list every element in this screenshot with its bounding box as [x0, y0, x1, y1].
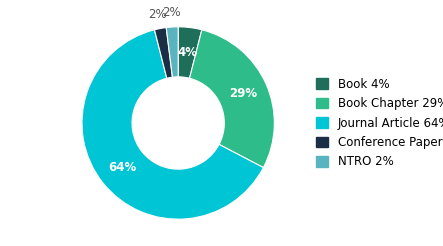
Legend: Book 4%, Book Chapter 29%, Journal Article 64%, Conference Paper 2%, NTRO 2%: Book 4%, Book Chapter 29%, Journal Artic… [316, 77, 443, 169]
Text: 4%: 4% [177, 46, 197, 59]
Wedge shape [178, 27, 202, 78]
Wedge shape [82, 30, 264, 219]
Text: 2%: 2% [148, 8, 167, 21]
Wedge shape [155, 28, 172, 78]
Wedge shape [190, 30, 274, 168]
Wedge shape [166, 27, 178, 77]
Text: 29%: 29% [229, 88, 257, 100]
Text: 64%: 64% [108, 161, 136, 174]
Text: 2%: 2% [162, 6, 181, 19]
